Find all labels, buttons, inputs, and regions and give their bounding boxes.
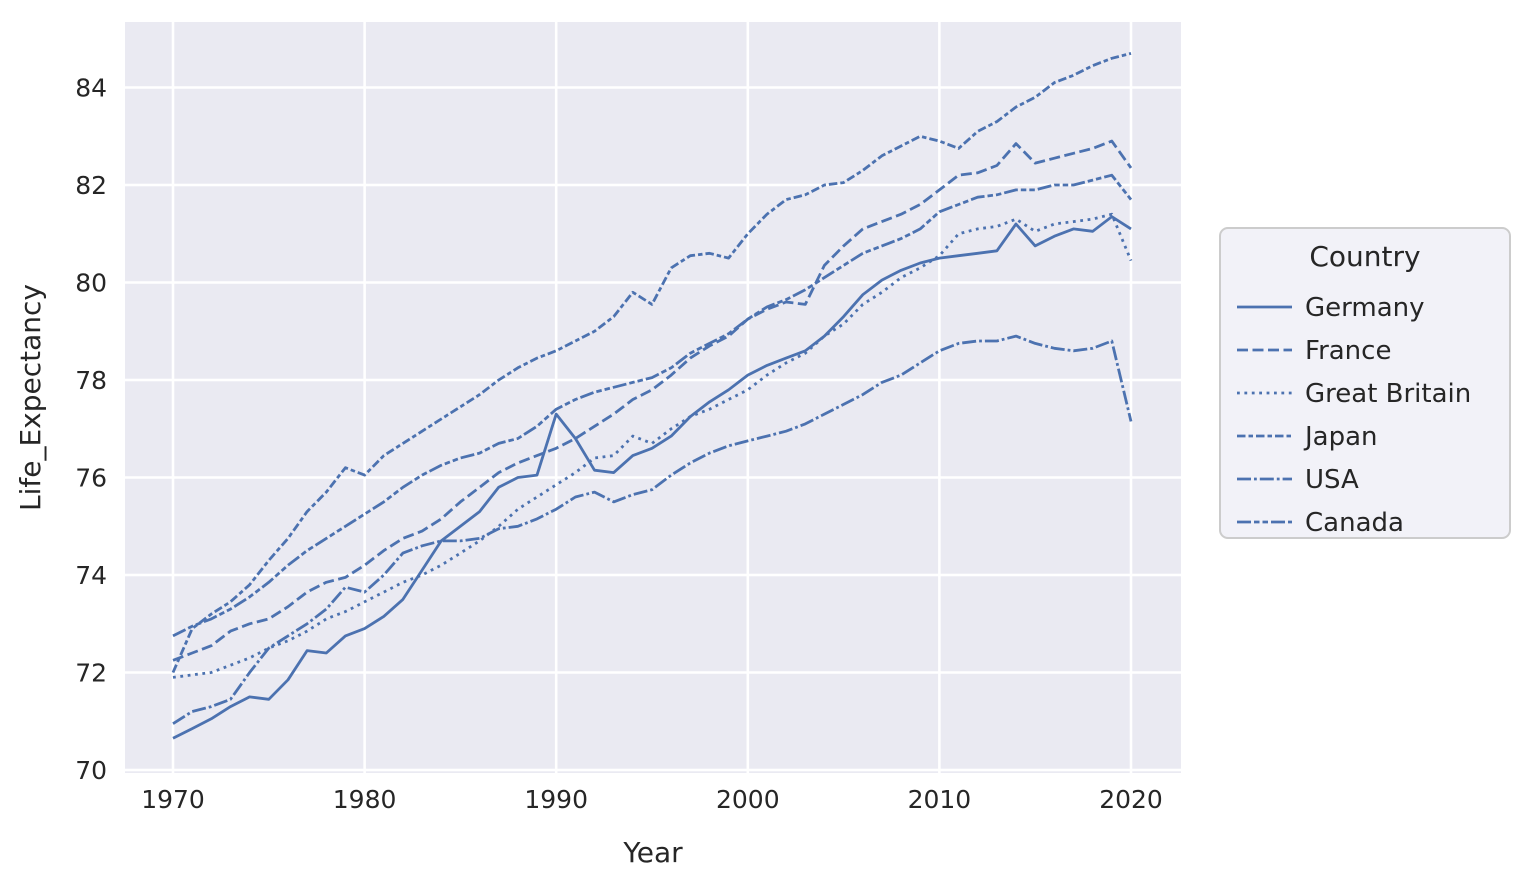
- tick-labels: 70 72 74 76 78 80 82 84 1970 1980 1990 2000 2010 2020: [75, 74, 1163, 815]
- series-line-canada: [172, 173, 1133, 638]
- y-tick-label: 76: [75, 464, 107, 493]
- legend-item-usa: USA: [1237, 465, 1359, 495]
- x-tick-label: 1980: [333, 785, 397, 814]
- x-tick-label: 2000: [716, 785, 780, 814]
- legend-label: USA: [1305, 465, 1359, 495]
- series-line-usa: [172, 334, 1133, 725]
- y-tick-label: 70: [75, 756, 107, 785]
- plot-area: [125, 22, 1181, 773]
- legend-title: Country: [1309, 240, 1420, 273]
- x-tick-label: 2010: [908, 785, 972, 814]
- x-tick-label: 2020: [1099, 785, 1163, 814]
- series-line-france: [172, 139, 1133, 662]
- legend-item-france: France: [1237, 336, 1391, 366]
- y-tick-label: 82: [75, 171, 107, 200]
- y-tick-label: 84: [75, 74, 107, 103]
- y-axis-label: Life_Expectancy: [14, 284, 47, 511]
- x-axis-label: Year: [622, 836, 683, 869]
- legend-item-japan: Japan: [1237, 422, 1378, 452]
- legend-label: Germany: [1305, 293, 1425, 323]
- series-line-great-britain: [172, 212, 1133, 679]
- gridlines: [125, 22, 1181, 773]
- y-tick-label: 74: [75, 561, 107, 590]
- legend: Country Germany France Great Britain Japan US…: [1219, 227, 1511, 539]
- series-lines: [171, 52, 1133, 740]
- series-line-germany: [172, 215, 1132, 740]
- legend-label: Japan: [1303, 422, 1378, 452]
- y-tick-label: 72: [75, 659, 107, 688]
- legend-box: [1219, 227, 1511, 539]
- legend-label: France: [1305, 336, 1391, 366]
- y-tick-label: 80: [75, 269, 107, 298]
- legend-label: Canada: [1305, 508, 1404, 538]
- legend-item-great-britain: Great Britain: [1237, 379, 1471, 409]
- series-line-japan: [171, 52, 1132, 674]
- y-tick-label: 78: [75, 366, 107, 395]
- legend-label: Great Britain: [1305, 379, 1471, 409]
- legend-item-canada: Canada: [1237, 508, 1404, 538]
- x-tick-label: 1970: [141, 785, 205, 814]
- legend-item-germany: Germany: [1237, 293, 1425, 323]
- x-tick-label: 1990: [524, 785, 588, 814]
